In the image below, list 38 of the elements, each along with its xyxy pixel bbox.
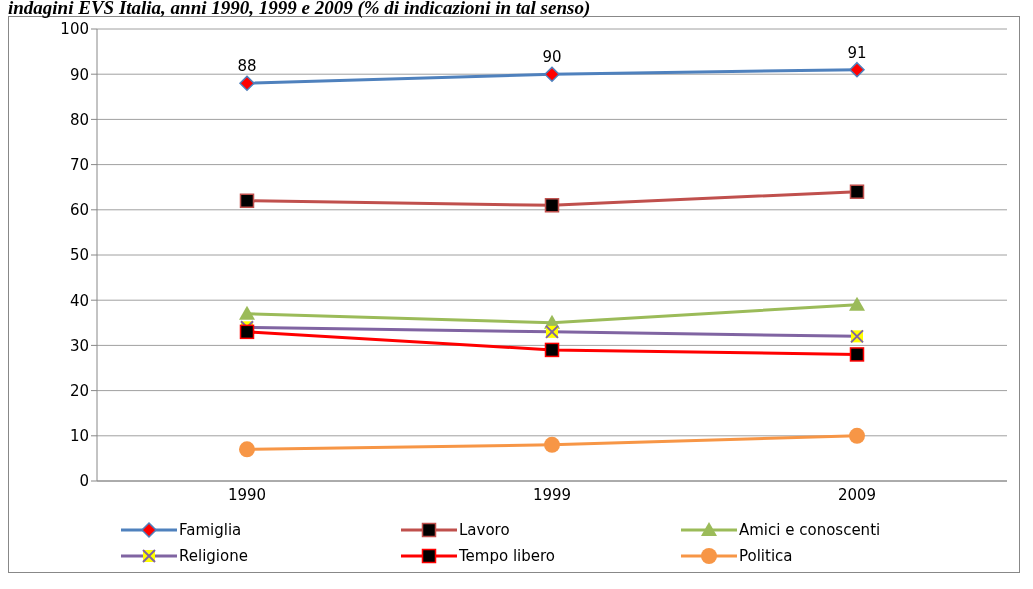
point: [544, 66, 560, 82]
point: [849, 347, 865, 362]
point: [849, 61, 865, 78]
legend-label: Tempo libero: [459, 547, 556, 565]
y-tick-label: 0: [79, 472, 89, 491]
point: [239, 193, 255, 209]
point: [239, 441, 255, 458]
point: [544, 436, 560, 453]
y-tick-label: 40: [69, 291, 89, 310]
y-tick-label: 80: [69, 110, 89, 129]
point: [239, 324, 255, 340]
legend-label: Politica: [739, 547, 793, 565]
legend-label: Famiglia: [179, 521, 242, 539]
point: [544, 342, 560, 358]
y-tick-label: 70: [69, 155, 89, 174]
y-tick-label: 10: [69, 427, 89, 446]
point: [544, 198, 560, 213]
data-label: 90: [542, 48, 562, 67]
legend-label: Amici e conoscenti: [739, 521, 881, 539]
x-tick-label: 1990: [227, 485, 267, 504]
legend-label: Lavoro: [459, 521, 510, 539]
x-tick-label: 1999: [532, 485, 572, 504]
chart-title: indagini EVS Italia, anni 1990, 1999 e 2009 (% di indicazioni in tal senso): [8, 0, 592, 18]
data-label: 91: [847, 43, 867, 62]
y-tick-label: 60: [69, 201, 89, 220]
data-label: 88: [237, 57, 257, 76]
x-tick-label: 2009: [837, 485, 877, 504]
y-tick-label: 20: [69, 381, 89, 400]
point: [849, 427, 865, 444]
y-tick-label: 50: [69, 246, 89, 265]
y-tick-label: 90: [69, 65, 89, 84]
point: [239, 305, 255, 320]
point: [849, 184, 865, 199]
point: [849, 296, 865, 311]
y-tick-label: 30: [69, 336, 89, 355]
legend-label: Religione: [179, 547, 248, 565]
y-tick-label: 100: [60, 20, 89, 39]
point: [239, 75, 255, 91]
